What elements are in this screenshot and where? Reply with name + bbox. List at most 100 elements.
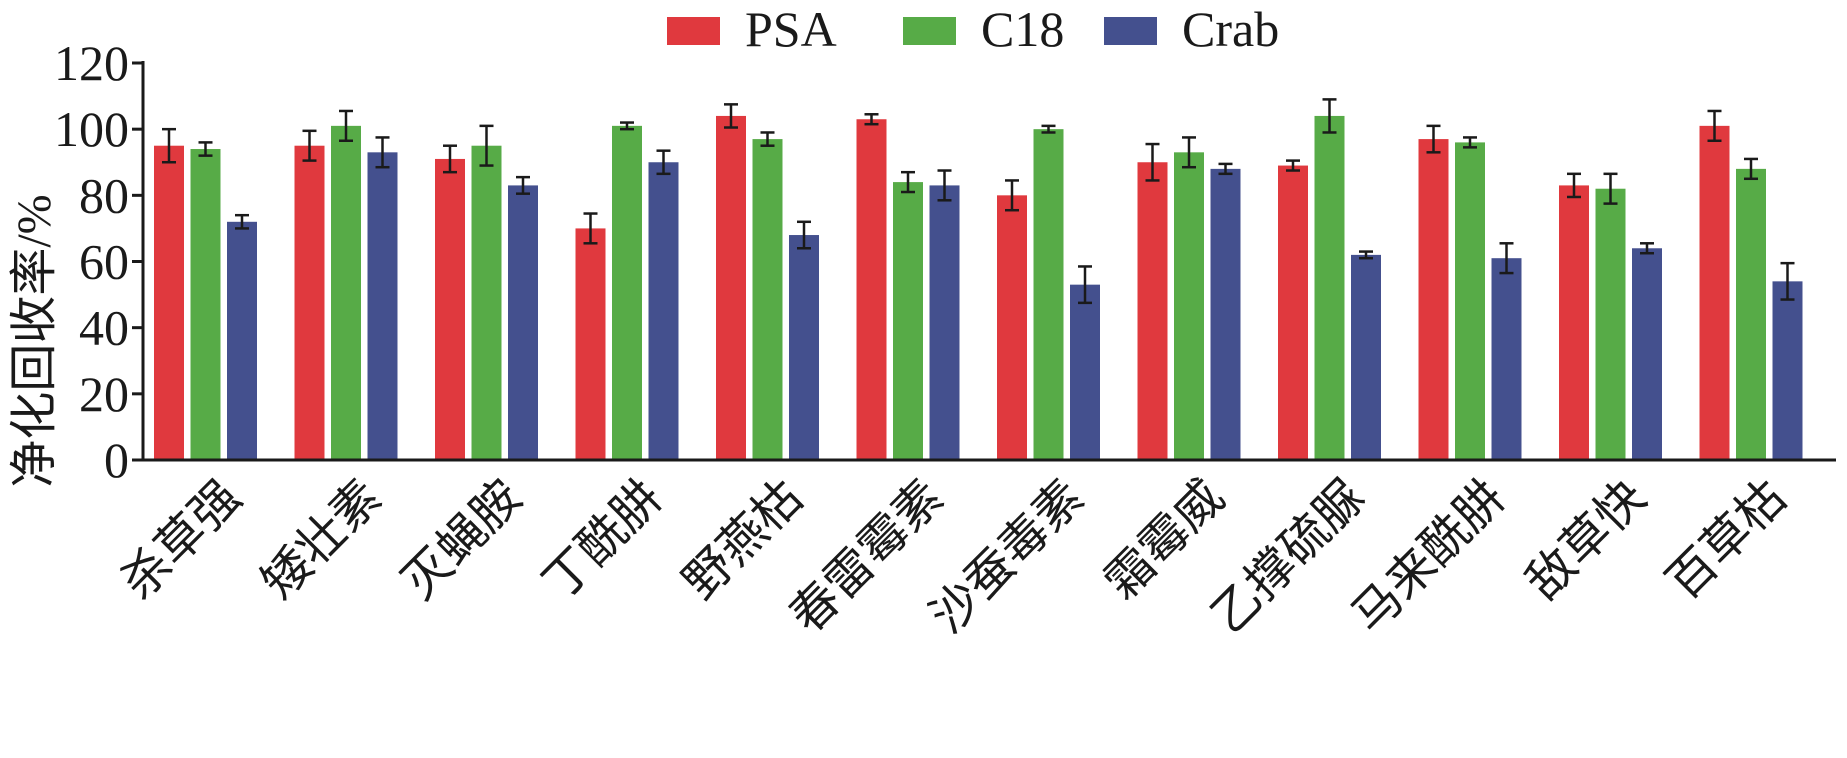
error-bar-psa-7	[1145, 142, 1160, 182]
bar-crab-8	[1351, 254, 1381, 460]
y-axis-title: 净化回收率/%	[8, 194, 61, 487]
error-bar-c18-4	[760, 131, 775, 147]
bar-crab-1	[367, 152, 398, 460]
bar-psa-6	[997, 195, 1027, 461]
legend-swatch-c18	[903, 17, 956, 45]
legend-label-crab: Crab	[1182, 1, 1279, 57]
bar-crab-11	[1772, 281, 1803, 460]
y-tick-label-20: 20	[79, 366, 129, 422]
error-bar-c18-3	[620, 121, 634, 131]
error-bar-c18-9	[1463, 136, 1477, 149]
x-tick-label-0: 杀草强	[112, 470, 251, 609]
bar-crab-7	[1210, 168, 1241, 460]
bar-c18-6	[1033, 129, 1064, 460]
bar-psa-11	[1699, 125, 1730, 460]
bar-psa-4	[716, 115, 746, 460]
legend: PSA C18 Crab	[667, 1, 1279, 57]
bar-c18-3	[612, 125, 642, 460]
error-bar-c18-10	[1603, 172, 1618, 205]
bar-crab-4	[789, 235, 819, 460]
error-bar-psa-0	[162, 127, 176, 164]
x-tick-label-3: 丁酰肼	[533, 470, 672, 609]
error-bar-crab-4	[797, 220, 811, 250]
bar-psa-10	[1559, 185, 1589, 461]
error-bar-crab-5	[937, 169, 952, 202]
error-bar-crab-10	[1640, 242, 1654, 255]
bar-c18-9	[1455, 142, 1485, 460]
legend-swatch-psa	[667, 17, 720, 45]
x-tick-label-2: 灭蝇胺	[393, 470, 532, 609]
bar-psa-1	[294, 145, 325, 461]
y-tick-label-100: 100	[54, 101, 129, 157]
legend-item-crab: Crab	[1104, 1, 1279, 57]
y-tick-label-120: 120	[54, 35, 129, 91]
bar-psa-5	[856, 119, 887, 460]
error-bar-crab-7	[1218, 162, 1233, 176]
bar-crab-10	[1632, 248, 1662, 460]
bar-crab-5	[929, 185, 960, 461]
error-bar-crab-3	[656, 149, 671, 176]
legend-label-psa: PSA	[745, 1, 837, 57]
error-bar-psa-9	[1426, 124, 1441, 154]
error-bar-c18-6	[1041, 124, 1056, 134]
y-tick-label-60: 60	[79, 234, 129, 290]
error-bar-c18-11	[1744, 157, 1758, 181]
x-tick-label-9: 马来酰肼	[1342, 470, 1515, 643]
legend-item-psa: PSA	[667, 1, 837, 57]
error-bar-crab-8	[1359, 250, 1373, 260]
error-bar-psa-8	[1286, 159, 1300, 172]
x-tick-label-10: 敌草快	[1517, 470, 1656, 609]
y-axis: 0 20 40 60 80 100 120	[54, 35, 145, 488]
x-tick-label-6: 沙蚕毒素	[921, 470, 1094, 643]
error-bar-psa-6	[1005, 179, 1019, 212]
bar-psa-7	[1137, 162, 1168, 460]
legend-label-c18: C18	[981, 1, 1064, 57]
bars	[154, 115, 1803, 461]
bar-psa-8	[1278, 165, 1308, 460]
y-tick-label-80: 80	[79, 167, 129, 223]
x-tick-label-5: 春雷霉素	[780, 470, 953, 643]
bar-psa-9	[1418, 139, 1449, 460]
error-bar-psa-4	[724, 103, 738, 129]
x-tick-label-8: 乙撑硫脲	[1202, 470, 1375, 643]
error-bar-psa-1	[302, 129, 317, 162]
y-tick-label-0: 0	[104, 432, 129, 488]
error-bar-crab-1	[375, 136, 390, 169]
error-bar-psa-2	[443, 144, 457, 174]
error-bar-c18-0	[198, 141, 213, 157]
bar-crab-3	[648, 162, 679, 460]
error-bar-psa-5	[864, 113, 879, 126]
error-bar-crab-9	[1499, 242, 1514, 275]
bar-crab-0	[227, 221, 257, 460]
x-tick-label-11: 百草枯	[1657, 470, 1796, 609]
y-tick-label-40: 40	[79, 300, 129, 356]
bar-c18-1	[331, 125, 361, 460]
error-bar-c18-8	[1322, 98, 1337, 134]
error-bar-crab-0	[235, 213, 249, 230]
bar-c18-8	[1314, 115, 1345, 460]
error-bar-c18-2	[479, 124, 494, 167]
bar-crab-2	[508, 185, 538, 461]
bar-c18-2	[471, 145, 502, 461]
error-bar-crab-2	[516, 175, 530, 195]
error-bar-c18-1	[339, 109, 353, 142]
legend-swatch-crab	[1104, 17, 1157, 45]
bar-psa-0	[154, 145, 184, 461]
error-bar-crab-11	[1780, 261, 1795, 301]
bar-c18-11	[1736, 168, 1766, 460]
error-bar-psa-10	[1567, 172, 1581, 199]
error-bar-psa-11	[1707, 109, 1722, 142]
bar-c18-0	[190, 149, 221, 460]
error-bar-psa-3	[583, 212, 598, 245]
bar-crab-9	[1491, 258, 1522, 460]
bar-c18-10	[1595, 188, 1626, 460]
y-axis-title-group: 净化回收率/%	[8, 194, 61, 487]
legend-item-c18: C18	[903, 1, 1064, 57]
error-bar-crab-6	[1078, 265, 1092, 305]
bar-psa-2	[435, 158, 465, 461]
x-tick-label-4: 野燕枯	[674, 470, 813, 609]
x-tick-label-1: 矮壮素	[252, 470, 391, 609]
